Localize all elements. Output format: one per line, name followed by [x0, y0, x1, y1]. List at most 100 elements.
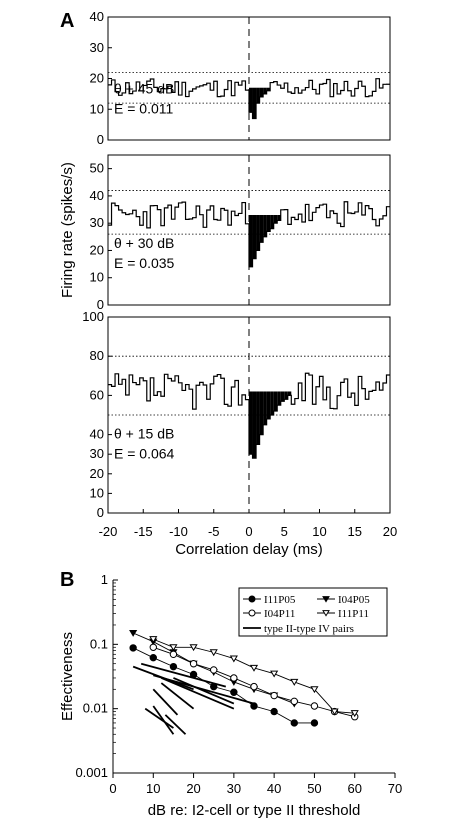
panel-a-label: A	[60, 10, 74, 32]
inhibition-bar	[256, 391, 260, 445]
data-point	[210, 682, 218, 691]
inhibition-bar	[284, 391, 288, 400]
pair-line	[173, 677, 235, 705]
pair-line	[160, 682, 195, 710]
x-tick-label: 70	[388, 781, 402, 796]
legend: I11P05 I04P05 I04P11 I11P11 type II-type IV …	[238, 587, 388, 637]
x-tick-label: 10	[146, 781, 160, 796]
data-point	[210, 666, 218, 674]
data-point	[350, 710, 359, 718]
data-point	[209, 649, 218, 657]
effectiveness-annotation: E = 0.035	[114, 255, 175, 271]
inhibition-bar	[270, 391, 274, 415]
data-point	[330, 708, 339, 716]
inhibition-bar	[249, 391, 253, 455]
data-point	[270, 707, 278, 716]
data-point	[229, 655, 238, 663]
x-tick-label: -20	[99, 524, 118, 539]
y-tick-label: 80	[90, 348, 104, 363]
inhibition-bar	[256, 215, 260, 251]
y-tick-label: 30	[90, 40, 104, 55]
legend-entry: I04P05	[317, 594, 370, 606]
inhibition-bar	[263, 215, 267, 237]
data-point	[149, 653, 157, 662]
inhibition-bar	[266, 391, 271, 419]
legend-entry: I04P11	[243, 608, 295, 620]
data-point	[169, 662, 178, 671]
legend-entry: I11P11	[317, 608, 369, 620]
inhibition-bar	[256, 87, 260, 104]
x-tick-label: 10	[312, 524, 326, 539]
inhibition-bar	[263, 87, 267, 94]
legend-entry: I11P05	[243, 594, 296, 606]
firing-rate-trace	[108, 201, 390, 268]
data-point	[230, 688, 238, 696]
data-point	[322, 610, 330, 617]
data-point	[290, 678, 299, 686]
y-tick-label: 40	[90, 9, 104, 24]
series-I11P11	[149, 636, 359, 718]
data-point	[310, 719, 319, 727]
data-point	[129, 644, 137, 652]
data-point	[250, 682, 258, 691]
x-tick-label: 20	[186, 781, 200, 796]
data-point	[248, 609, 256, 617]
x-tick-label: -10	[169, 524, 188, 539]
data-point	[270, 670, 279, 678]
y-tick-label: 10	[90, 101, 104, 116]
x-tick-label: 30	[227, 781, 241, 796]
data-point	[189, 670, 198, 679]
x-tick-label: 15	[348, 524, 362, 539]
data-point	[270, 691, 278, 700]
legend-box	[238, 587, 388, 637]
inhibition-bar	[252, 391, 257, 459]
pair-line	[140, 662, 227, 688]
x-tick-label: 20	[383, 524, 397, 539]
effectiveness-annotation: E = 0.011	[114, 100, 174, 116]
y-tick-label: 10	[90, 270, 104, 285]
y-tick-label: 40	[90, 188, 104, 203]
pair-line	[160, 677, 235, 710]
inhibition-bar	[259, 391, 264, 435]
y-tick-label: 50	[90, 161, 104, 176]
y-tick-label: 0	[97, 297, 104, 312]
x-tick-label: -15	[134, 524, 153, 539]
series-I11P05	[129, 644, 319, 727]
inhibition-bar	[277, 391, 281, 406]
inhibition-bar	[266, 87, 271, 91]
legend-label: type II-type IV pairs	[264, 623, 354, 635]
y-tick-label: 0	[97, 132, 104, 147]
data-point	[249, 664, 259, 672]
inhibition-bar	[270, 215, 274, 229]
inhibition-bar	[277, 215, 281, 221]
inhibition-bar	[249, 215, 253, 267]
effectiveness-annotation: E = 0.064	[114, 446, 175, 462]
data-point	[248, 595, 256, 603]
legend-label: I04P05	[338, 594, 370, 606]
level-annotation: θ + 45 dB	[114, 80, 174, 96]
data-point	[250, 702, 258, 710]
inhibition-bar	[263, 391, 267, 425]
pair-line	[153, 674, 255, 705]
data-point	[310, 702, 319, 710]
data-point	[230, 674, 238, 682]
y-tick-label: 30	[90, 215, 104, 230]
legend-entry: type II-type IV pairs	[243, 623, 354, 635]
x-tick-label: 50	[307, 781, 321, 796]
data-point	[149, 636, 158, 644]
inhibition-bar	[266, 215, 271, 232]
pair-line	[152, 705, 175, 735]
y-tick-label: 30	[90, 446, 104, 461]
firing-rate-trace	[108, 372, 390, 459]
y-tick-label: 0.001	[75, 765, 108, 780]
data-point	[290, 697, 298, 706]
y-tick-label: 60	[90, 387, 104, 402]
y-axis-title: Effectiveness	[59, 632, 76, 721]
data-point	[189, 644, 198, 652]
data-point	[169, 650, 178, 658]
y-tick-label: 40	[90, 427, 104, 442]
legend-label: I04P11	[264, 608, 295, 620]
